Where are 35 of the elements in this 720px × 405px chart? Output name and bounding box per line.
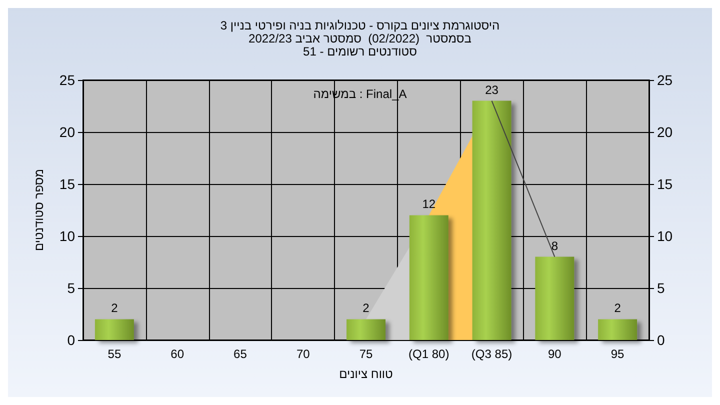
y-tick-label: 15 <box>59 176 76 192</box>
y2-tick-label: 0 <box>657 332 665 348</box>
y-axis-title: מספר סטודנטים <box>32 168 46 252</box>
y2-tick-label: 10 <box>657 228 673 244</box>
x-tick-label: 95 <box>610 347 625 361</box>
y2-tick-label: 5 <box>657 280 665 296</box>
y-tick-label: 10 <box>59 228 76 244</box>
x-tick-label: (Q1 80) <box>408 347 450 361</box>
bar <box>346 319 386 340</box>
bar <box>535 256 574 340</box>
data-label: 23 <box>485 82 499 97</box>
x-tick-label: 90 <box>548 347 562 361</box>
data-label: 2 <box>111 301 118 316</box>
x-tick-label: 70 <box>296 347 310 361</box>
chart-subtitle: בסמסטר (02/2022) סמסטר אביב 2022/23 סטודנטים רשומים - 51 <box>248 32 472 58</box>
x-tick-label: 75 <box>359 347 373 361</box>
y-tick-label: 0 <box>67 332 76 348</box>
data-label: 2 <box>362 301 370 316</box>
y-tick-label: 25 <box>59 72 76 88</box>
data-label: 12 <box>422 197 436 212</box>
y2-tick-label: 25 <box>657 72 673 88</box>
x-tick-label: (Q3 85) <box>471 347 512 361</box>
x-tick-label: 65 <box>234 347 248 361</box>
bar <box>598 319 638 340</box>
data-label: 8 <box>551 238 558 253</box>
x-tick-label: 60 <box>170 347 184 361</box>
y2-tick-label: 20 <box>657 124 673 140</box>
y-tick-label: 5 <box>67 280 76 296</box>
data-label: 2 <box>614 301 622 316</box>
y-tick-label: 20 <box>59 124 76 140</box>
chart-title: היסטוגרמת ציונים בקורס - טכנולוגיות בניה ופירטי בניין 3 <box>220 18 500 32</box>
bar <box>94 319 134 340</box>
x-tick-label: 55 <box>108 347 122 361</box>
y2-tick-label: 15 <box>657 176 673 192</box>
x-axis-title: טווח ציונים <box>339 367 394 381</box>
